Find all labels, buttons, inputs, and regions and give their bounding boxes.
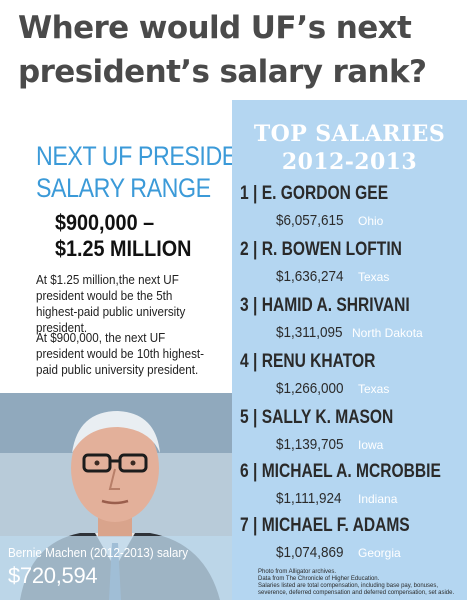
- top-salaries-panel: [232, 100, 467, 600]
- entry-rank: 3 |: [240, 295, 258, 316]
- entry-state: North Dakota: [352, 326, 423, 340]
- entry-name: MICHAEL A. MCROBBIE: [261, 461, 441, 482]
- footnote-photo-credit: Photo from Alligator archives.: [258, 569, 337, 575]
- entry-rank: 1 |: [240, 183, 258, 204]
- top-salaries-title: TOP SALARIES 2012-2013: [232, 120, 467, 176]
- salary-entry: 5 | SALLY K. MASON $1,139,705 Iowa: [240, 407, 466, 463]
- entry-heading: 5 | SALLY K. MASON: [240, 407, 393, 429]
- entry-rank: 5 |: [240, 407, 258, 428]
- entry-state: Ohio: [358, 214, 384, 228]
- entry-state: Texas: [358, 382, 390, 396]
- entry-salary: $1,139,705: [276, 436, 344, 453]
- entry-state: Iowa: [358, 438, 384, 452]
- salary-entry: 3 | HAMID A. SHRIVANI $1,311,095 North D…: [240, 295, 466, 351]
- footnote: Photo from Alligator archives. Data from…: [258, 569, 464, 597]
- range-note-low: At $900,000, the next UF president would…: [36, 331, 205, 377]
- entry-heading: 3 | HAMID A. SHRIVANI: [240, 295, 410, 317]
- salary-entry: 2 | R. BOWEN LOFTIN $1,636,274 Texas: [240, 239, 466, 295]
- footnote-salary-note: Salaries listed are total compensation, …: [258, 583, 455, 596]
- entry-name: HAMID A. SHRIVANI: [261, 295, 410, 316]
- range-note-high: At $1.25 million,the next UF president w…: [36, 273, 186, 335]
- range-value-line-1: $900,000 –: [55, 210, 155, 235]
- salary-entry: 1 | E. GORDON GEE $6,057,615 Ohio: [240, 183, 466, 239]
- entry-rank: 2 |: [240, 239, 258, 260]
- entry-heading: 6 | MICHAEL A. MCROBBIE: [240, 461, 441, 483]
- range-title: NEXT UF PRESIDENT SALARY RANGE: [36, 140, 267, 204]
- entry-rank: 4 |: [240, 351, 258, 372]
- footnote-data-source: Data from The Chronicle of Higher Educat…: [258, 576, 380, 582]
- entry-salary: $1,636,274: [276, 268, 344, 285]
- entry-name: MICHAEL F. ADAMS: [261, 515, 410, 536]
- range-title-line-2: SALARY RANGE: [36, 173, 211, 203]
- entry-name: E. GORDON GEE: [261, 183, 389, 204]
- range-title-line-1: NEXT UF PRESIDENT: [36, 141, 267, 171]
- headline-line-2: president’s salary rank?: [18, 54, 427, 90]
- entry-heading: 7 | MICHAEL F. ADAMS: [240, 515, 410, 537]
- salary-entry: 7 | MICHAEL F. ADAMS $1,074,869 Georgia: [240, 515, 466, 571]
- range-value-line-2: $1.25 MILLION: [55, 236, 192, 261]
- entry-state: Indiana: [358, 492, 398, 506]
- entry-name: R. BOWEN LOFTIN: [261, 239, 402, 260]
- headline: Where would UF’s next president’s salary…: [18, 6, 458, 94]
- entry-rank: 6 |: [240, 461, 258, 482]
- entry-salary: $6,057,615: [276, 212, 344, 229]
- caption-label: Bernie Machen (2012-2013) salary: [8, 545, 189, 560]
- salary-entry: 4 | RENU KHATOR $1,266,000 Texas: [240, 351, 466, 407]
- headline-line-1: Where would UF’s next: [18, 10, 412, 46]
- range-value: $900,000 – $1.25 MILLION: [55, 210, 217, 262]
- entry-state: Texas: [358, 270, 390, 284]
- entry-heading: 1 | E. GORDON GEE: [240, 183, 388, 205]
- caption-box: [0, 536, 232, 600]
- entry-name: RENU KHATOR: [261, 351, 376, 372]
- salary-entry: 6 | MICHAEL A. MCROBBIE $1,111,924 India…: [240, 461, 466, 517]
- entry-name: SALLY K. MASON: [261, 407, 394, 428]
- salary-range-section: NEXT UF PRESIDENT SALARY RANGE $900,000 …: [0, 100, 267, 600]
- caption-salary: $720,594: [8, 563, 98, 588]
- entry-rank: 7 |: [240, 515, 258, 536]
- entry-salary: $1,311,095: [276, 324, 343, 341]
- entry-heading: 2 | R. BOWEN LOFTIN: [240, 239, 402, 261]
- entry-salary: $1,111,924: [276, 490, 342, 507]
- entry-heading: 4 | RENU KHATOR: [240, 351, 375, 373]
- top-salaries-title-line-1: TOP SALARIES: [253, 121, 446, 147]
- entry-salary: $1,074,869: [276, 544, 344, 561]
- top-salaries-title-line-2: 2012-2013: [281, 149, 418, 175]
- entry-state: Georgia: [358, 546, 401, 560]
- entry-salary: $1,266,000: [276, 380, 344, 397]
